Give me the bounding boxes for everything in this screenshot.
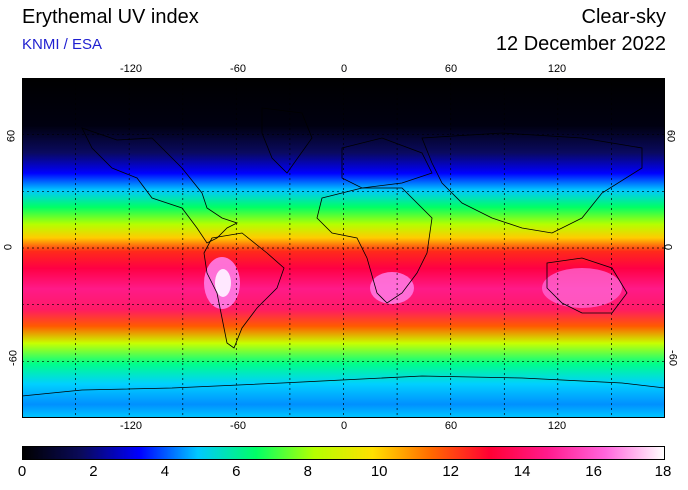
uv-hotspot-africa bbox=[370, 272, 414, 304]
colorbar-label: 18 bbox=[654, 463, 672, 480]
colorbar-label: 6 bbox=[232, 463, 241, 480]
subtitle: KNMI / ESA bbox=[22, 36, 103, 53]
left-lat-tick: 60 bbox=[5, 129, 18, 143]
colorbar-label: 0 bbox=[17, 463, 27, 480]
colorbar-label: 2 bbox=[89, 463, 98, 480]
sky-condition: Clear-sky bbox=[581, 6, 666, 28]
uv-colorbar bbox=[22, 446, 665, 460]
coastlines bbox=[22, 107, 665, 397]
graticule bbox=[22, 78, 665, 418]
north-america-outline bbox=[81, 127, 239, 244]
colorbar-label: 16 bbox=[585, 463, 602, 480]
left-lat-tick: 0 bbox=[2, 243, 15, 251]
right-lat-tick: -60 bbox=[666, 350, 679, 366]
date-label: 12 December 2022 bbox=[495, 33, 666, 55]
title: Erythemal UV index bbox=[22, 6, 199, 28]
bottom-lon-tick: 120 bbox=[547, 420, 567, 432]
top-lon-tick: 0 bbox=[340, 63, 348, 75]
colorbar-label: 8 bbox=[303, 463, 312, 480]
uv-index-map bbox=[22, 78, 665, 418]
bottom-lon-tick: 60 bbox=[444, 420, 458, 432]
bottom-lon-tick: 0 bbox=[340, 420, 348, 432]
asia-outline bbox=[421, 132, 643, 234]
australia-outline bbox=[546, 257, 628, 314]
bottom-lon-tick: -60 bbox=[230, 420, 246, 432]
antarctica-outline bbox=[22, 375, 665, 397]
top-lon-tick: 120 bbox=[547, 63, 567, 75]
left-lat-tick: -60 bbox=[7, 350, 20, 366]
top-lon-tick: 60 bbox=[444, 63, 458, 75]
right-lat-tick: 60 bbox=[664, 129, 677, 143]
map-border bbox=[22, 78, 665, 418]
bottom-lon-tick: -120 bbox=[119, 420, 143, 432]
colorbar-label: 10 bbox=[370, 463, 388, 480]
colorbar-label: 14 bbox=[513, 463, 531, 480]
europe-outline bbox=[341, 137, 433, 189]
uv-hotspot-south-america-core bbox=[215, 269, 231, 297]
africa-outline bbox=[316, 187, 433, 304]
greenland-outline bbox=[261, 107, 313, 174]
colorbar-label: 12 bbox=[442, 463, 460, 480]
top-lon-tick: -60 bbox=[230, 63, 246, 75]
south-america-outline bbox=[203, 232, 285, 349]
uv-hotspot-australia bbox=[542, 268, 622, 308]
colorbar-label: 4 bbox=[160, 463, 170, 480]
top-lon-tick: -120 bbox=[119, 63, 143, 75]
